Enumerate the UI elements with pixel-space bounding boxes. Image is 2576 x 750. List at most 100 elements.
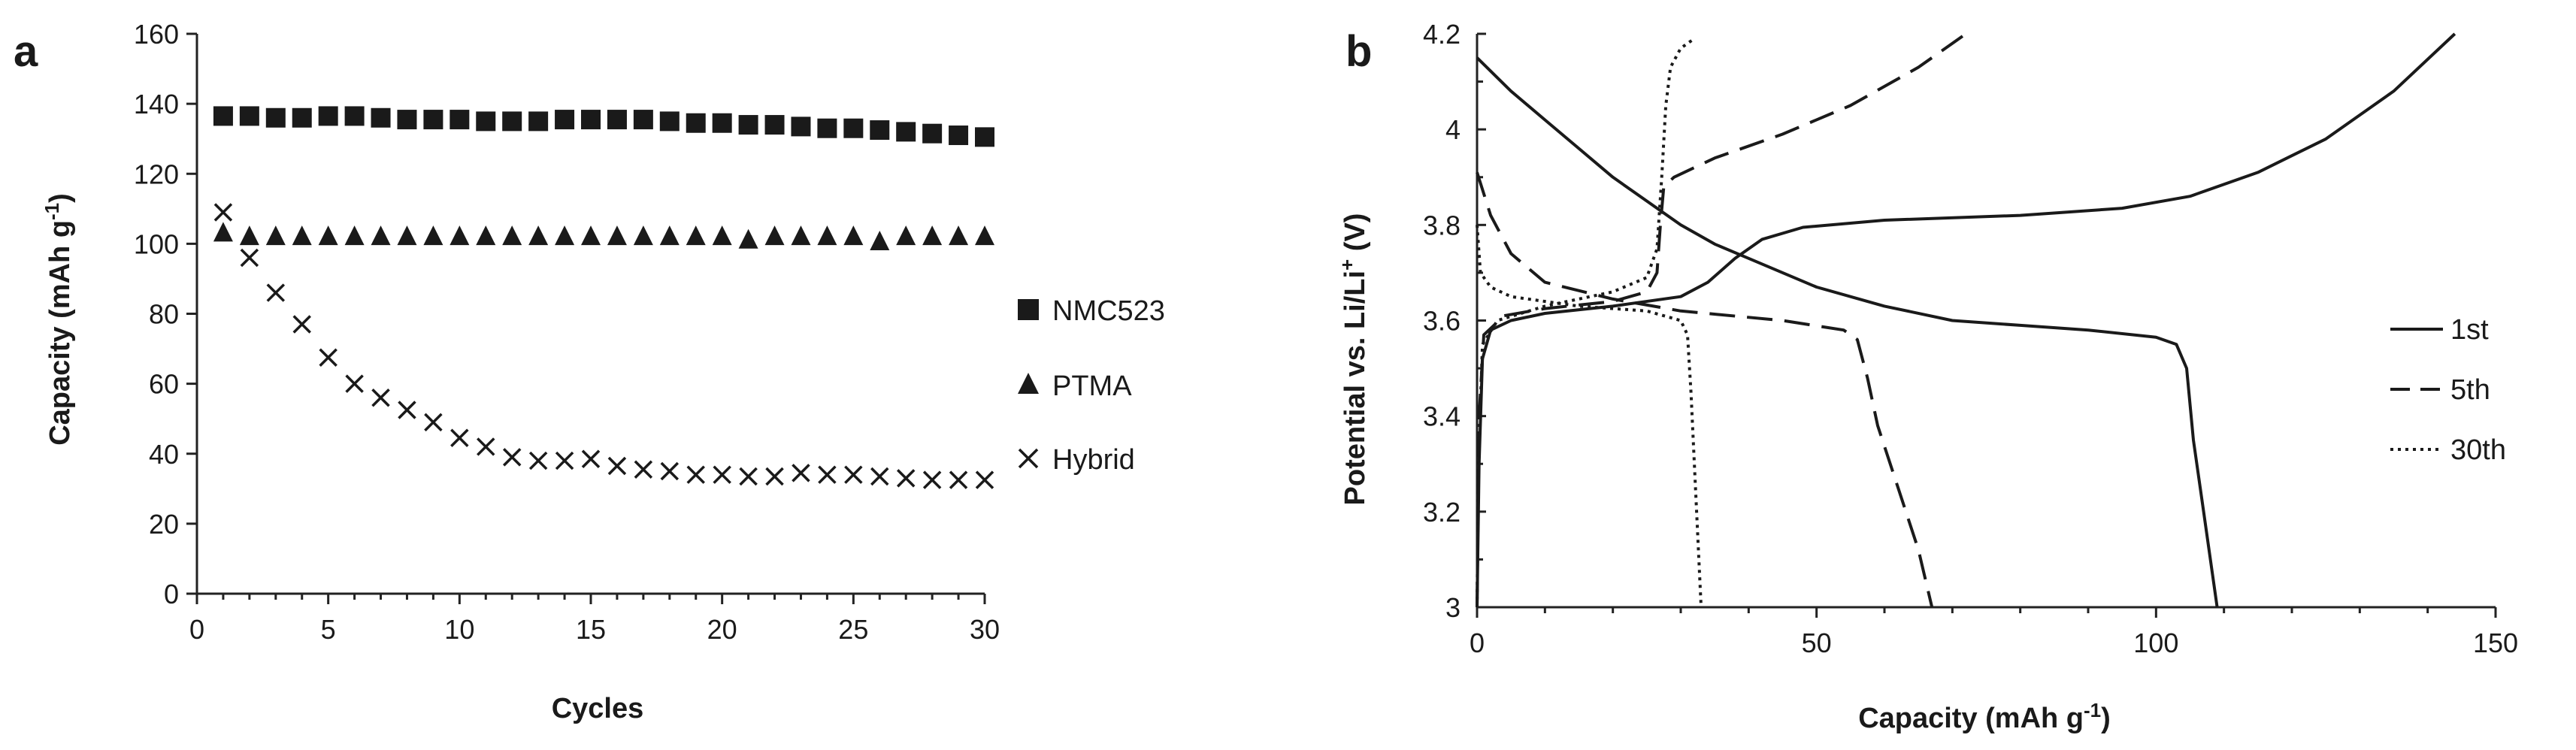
panel-a-point-nmc523 [764,115,785,135]
panel-a-y-tick-label: 140 [134,89,179,119]
panel-a-point-ptma [397,225,417,246]
panel-a-point-hybrid-stroke [896,469,916,488]
panel-a-point-hybrid-stroke [818,465,837,484]
panel-a-point-nmc523 [318,106,338,126]
panel-a-point-hybrid [345,374,364,393]
panel-b-y-tick-label: 3.4 [1423,401,1461,432]
panel-a-point-hybrid [319,348,338,367]
panel-a-y-tick-label: 160 [134,19,179,50]
panel-a-y-tick-label: 120 [134,159,179,189]
panel-b-curve-5th [1476,32,1967,608]
panel-a-legend-label-ptma: PTMA [1052,370,1132,402]
panel-a-point-hybrid [844,465,863,484]
panel-a-point-ptma [318,225,338,246]
panel-a-point-hybrid-stroke [975,470,994,489]
panel-a-point-hybrid-stroke [319,348,338,367]
panel-a-point-hybrid-stroke [398,401,416,419]
panel-a-legend-label-hybrid: Hybrid [1052,444,1135,476]
panel-a-point-nmc523 [686,113,706,133]
panel-a-point-nmc523 [528,111,549,132]
panel-a-x-tick-label: 0 [189,614,204,645]
panel-a-point-hybrid [686,465,705,484]
panel-a-point-hybrid-stroke [477,437,495,456]
panel-a-x-tick-label: 20 [707,614,737,645]
panel-b-x-tick-label: 0 [1470,628,1485,658]
panel-a-point-hybrid [266,283,286,302]
panel-a-point-hybrid-stroke [634,460,653,479]
panel-b-y-tick-label: 4 [1445,114,1461,145]
panel-a-point-ptma [502,225,522,246]
panel-a-point-ptma [371,225,391,246]
panel-a-point-hybrid [660,461,680,481]
panel-a-chart: a 0 20 40 60 80 100 120 140 160 0 5 10 15 20 25 30 Cycl… [14,19,1165,724]
panel-a-point-nmc523 [213,106,233,126]
panel-a-point-ptma [633,225,653,246]
panel-a-point-nmc523 [450,110,470,130]
panel-a-point-ptma [581,225,601,246]
panel-a-point-hybrid-stroke [345,374,364,393]
panel-a-x-axis-title: Cycles [552,693,644,724]
panel-a-marks [213,106,994,489]
panel-a-point-nmc523 [817,118,837,138]
panel-a-point-ptma [213,222,233,242]
panel-a-point-hybrid [477,437,495,456]
panel-a-point-hybrid-stroke [502,448,522,467]
panel-a-point-hybrid [870,467,889,486]
panel-a-point-ptma [738,228,758,249]
panel-a-point-nmc523 [371,107,391,128]
panel-a-point-hybrid [371,389,390,407]
panel-b-curve-30th [1476,37,1696,608]
panel-a-point-nmc523 [633,110,653,130]
panel-a-point-ptma [949,225,969,246]
panel-a-x-tick-label: 25 [838,614,868,645]
panel-a-point-ptma [555,225,575,246]
panel-a-point-ptma [791,225,811,246]
panel-b-y-tick-label: 4.2 [1423,19,1461,50]
panel-a-point-hybrid-stroke [922,470,942,489]
panel-a-point-ptma [476,225,496,246]
panel-a-point-ptma [870,231,890,251]
panel-a-point-ptma [265,225,286,246]
panel-a-point-ptma [712,225,732,246]
panel-b-legend: 1st 5th 30th [2390,314,2506,466]
panel-a-point-ptma [423,225,443,246]
panel-a-point-hybrid [424,413,443,432]
panel-a-point-ptma [528,225,549,246]
panel-a-point-hybrid-stroke [424,413,443,432]
panel-a-point-hybrid-stroke [450,428,469,448]
panel-a-point-hybrid [528,451,548,470]
panel-a-point-hybrid [213,203,233,222]
panel-a-point-ptma [607,225,627,246]
panel-b-y-tick-label: 3.2 [1423,497,1461,528]
panel-a-point-hybrid-stroke [792,464,810,482]
panel-a-point-hybrid [922,470,942,489]
panel-a-x-tick-label: 30 [970,614,1000,645]
panel-a-point-ptma [659,225,680,246]
panel-b-x-tick-label: 100 [2133,628,2178,658]
panel-a-point-nmc523 [738,115,758,135]
panel-a-point-hybrid [292,315,311,334]
panel-a-y-axis-title: Capacity (mAh g-1) [41,193,76,446]
panel-a-ticks: 0 20 40 60 80 100 120 140 160 0 5 10 15 20 25 30 [134,19,1000,645]
panel-a-point-nmc523 [896,122,916,142]
panel-a-point-hybrid [581,449,601,468]
panel-b-legend-label-1st: 1st [2450,314,2489,346]
panel-a-point-hybrid-stroke [844,465,863,484]
panel-a-y-tick-label: 100 [134,228,179,259]
panel-a-legend-marker-hybrid [1018,448,1039,469]
panel-a-point-nmc523 [581,110,601,130]
panel-a-point-hybrid-stroke [713,465,731,484]
panel-b-y-tick-label: 3.8 [1423,210,1461,240]
panel-a-point-nmc523 [239,106,259,126]
panel-a-point-hybrid-stroke [371,389,390,407]
panel-a-y-tick-label: 20 [149,509,179,540]
panel-a-y-tick-label: 0 [164,579,179,609]
panel-a-point-hybrid [634,460,653,479]
panel-a-x-tick-label: 10 [444,614,474,645]
panel-a-point-nmc523 [423,110,443,130]
panel-a-x-tick-label: 5 [321,614,336,645]
panel-a-point-hybrid [975,470,994,489]
panel-a-point-nmc523 [502,111,522,132]
panel-b-x-tick-label: 50 [1802,628,1832,658]
